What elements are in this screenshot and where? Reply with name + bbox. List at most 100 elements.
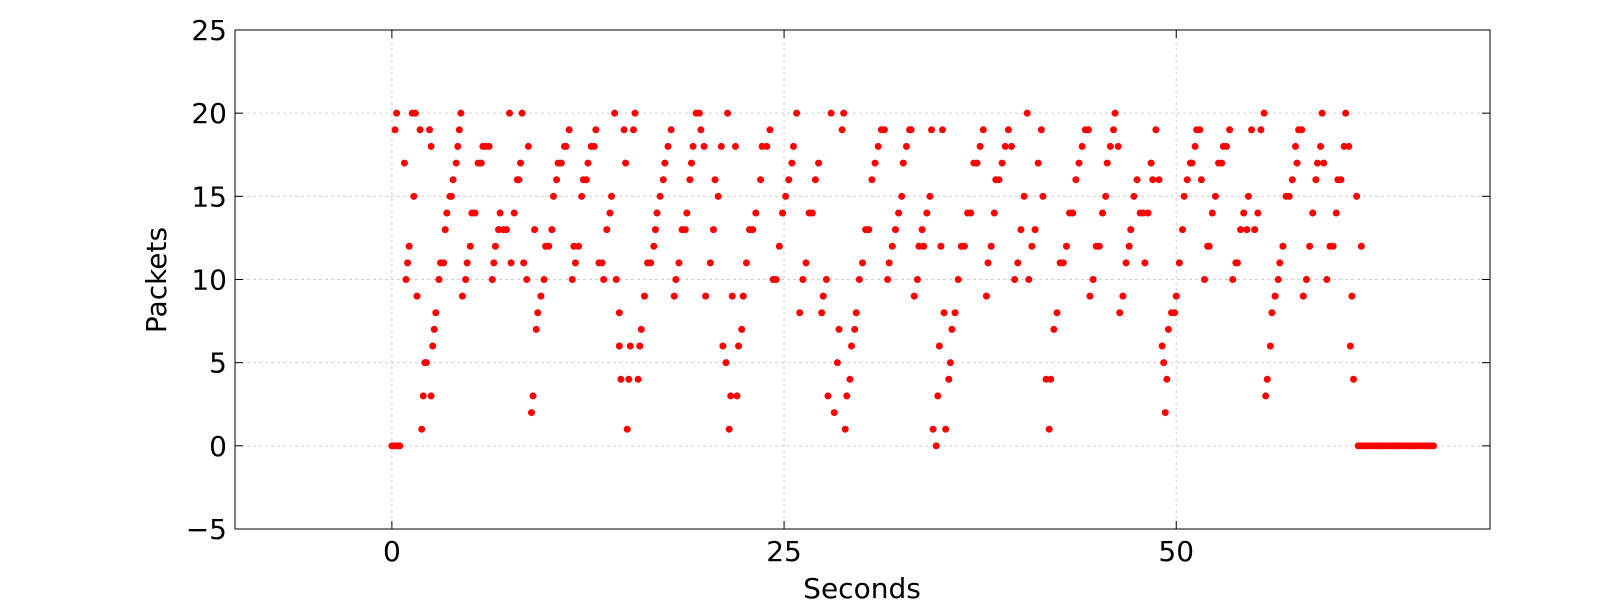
point bbox=[865, 226, 873, 234]
point bbox=[727, 392, 735, 400]
point bbox=[429, 342, 437, 350]
point bbox=[1285, 192, 1293, 200]
point bbox=[1155, 176, 1163, 184]
point bbox=[951, 309, 959, 317]
point bbox=[600, 276, 608, 283]
point bbox=[396, 442, 404, 450]
point bbox=[948, 325, 956, 333]
point bbox=[393, 109, 401, 117]
point bbox=[553, 176, 561, 184]
point bbox=[928, 126, 936, 134]
point bbox=[695, 109, 703, 117]
point bbox=[749, 226, 757, 234]
point bbox=[789, 142, 797, 150]
point bbox=[822, 276, 830, 283]
x-tick-label: 0 bbox=[383, 535, 401, 568]
point bbox=[1095, 242, 1103, 250]
point bbox=[752, 209, 760, 217]
point bbox=[937, 242, 945, 250]
point bbox=[859, 259, 866, 267]
point bbox=[824, 392, 832, 400]
point bbox=[742, 259, 750, 267]
point bbox=[449, 176, 457, 184]
point bbox=[724, 109, 732, 117]
point bbox=[466, 242, 474, 250]
point bbox=[967, 209, 975, 217]
point bbox=[1180, 192, 1188, 200]
point bbox=[808, 209, 816, 217]
point bbox=[960, 242, 968, 250]
point bbox=[1329, 242, 1337, 250]
point bbox=[763, 142, 771, 150]
point bbox=[532, 325, 540, 333]
point bbox=[452, 159, 460, 167]
point bbox=[1279, 242, 1287, 250]
y-tick-label: 10 bbox=[191, 264, 227, 297]
point bbox=[846, 375, 854, 383]
point bbox=[418, 425, 426, 433]
point bbox=[1251, 226, 1259, 234]
point bbox=[1244, 192, 1252, 200]
point bbox=[430, 325, 438, 333]
point bbox=[1271, 292, 1279, 300]
point bbox=[689, 142, 697, 150]
point bbox=[1188, 159, 1196, 167]
point bbox=[843, 392, 851, 400]
point bbox=[1171, 309, 1179, 317]
point bbox=[738, 325, 746, 333]
point bbox=[1144, 209, 1152, 217]
point bbox=[1332, 209, 1340, 217]
point bbox=[990, 209, 998, 217]
point bbox=[1237, 226, 1245, 234]
point bbox=[1163, 375, 1171, 383]
point bbox=[517, 159, 525, 167]
point bbox=[507, 259, 515, 267]
point bbox=[520, 259, 528, 267]
point bbox=[1133, 176, 1141, 184]
point bbox=[485, 142, 493, 150]
point bbox=[998, 159, 1006, 167]
point bbox=[427, 392, 435, 400]
point bbox=[1050, 325, 1058, 333]
point bbox=[410, 192, 418, 200]
point bbox=[441, 226, 449, 234]
point bbox=[973, 159, 981, 167]
point bbox=[523, 276, 531, 283]
point bbox=[1116, 309, 1124, 317]
point bbox=[880, 126, 888, 134]
point bbox=[537, 292, 545, 300]
point bbox=[637, 325, 645, 333]
point bbox=[1254, 209, 1262, 217]
point bbox=[788, 159, 796, 167]
point bbox=[524, 142, 532, 150]
point bbox=[1037, 126, 1045, 134]
point bbox=[838, 126, 846, 134]
point bbox=[1268, 309, 1276, 317]
point bbox=[1004, 126, 1012, 134]
point bbox=[405, 242, 413, 250]
point bbox=[1243, 226, 1251, 234]
point bbox=[976, 142, 984, 150]
point bbox=[884, 276, 892, 283]
point bbox=[491, 242, 499, 250]
point bbox=[987, 242, 995, 250]
point bbox=[1014, 259, 1022, 267]
point bbox=[411, 109, 419, 117]
point bbox=[1274, 276, 1282, 283]
point bbox=[1266, 342, 1274, 350]
point bbox=[1348, 292, 1356, 300]
point bbox=[1208, 209, 1216, 217]
point bbox=[874, 142, 882, 150]
point bbox=[1047, 375, 1055, 383]
point bbox=[1313, 159, 1321, 167]
point bbox=[1191, 142, 1199, 150]
point bbox=[702, 292, 710, 300]
point bbox=[1317, 142, 1325, 150]
point bbox=[1318, 109, 1326, 117]
point bbox=[400, 159, 408, 167]
point bbox=[818, 309, 826, 317]
point bbox=[462, 276, 470, 283]
plot-frame bbox=[234, 29, 1491, 530]
point bbox=[830, 409, 838, 417]
point bbox=[592, 126, 600, 134]
